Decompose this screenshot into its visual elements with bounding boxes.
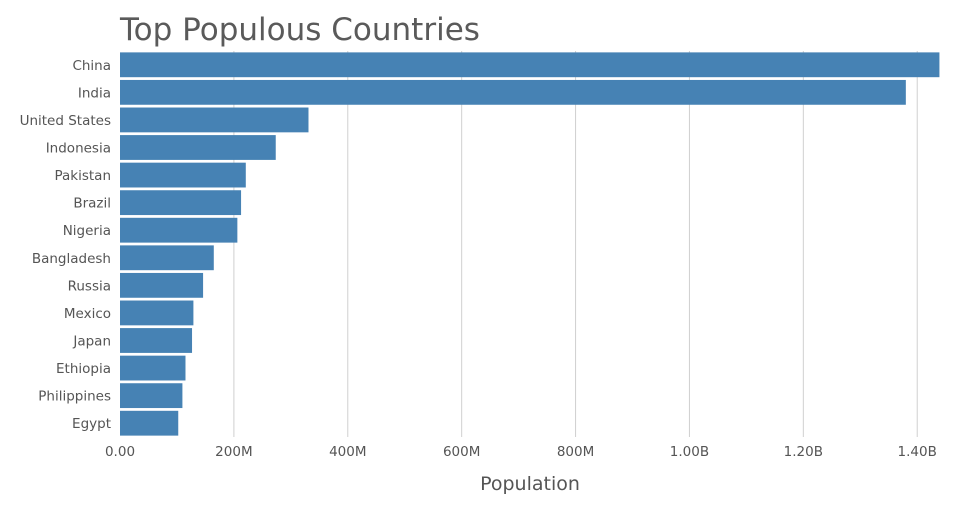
bar-philippines	[120, 383, 183, 409]
y-tick-label-egypt: Egypt	[72, 416, 111, 432]
x-axis-tick-labels: 0.00 200M 400M 600M 800M 1.00B 1.20B 1.40B	[105, 444, 937, 460]
bar-pakistan	[120, 162, 246, 188]
x-tick-label-4: 800M	[557, 444, 594, 460]
bar-russia	[120, 272, 204, 298]
x-tick-label-1: 200M	[215, 444, 252, 460]
bar-indonesia	[120, 135, 276, 160]
x-tick-label-5: 1.00B	[670, 444, 709, 460]
y-tick-label-bangladesh: Bangladesh	[32, 251, 111, 267]
y-tick-label-indonesia: Indonesia	[46, 141, 111, 157]
bar-united-states	[120, 107, 309, 133]
y-tick-label-pakistan: Pakistan	[54, 168, 111, 184]
y-tick-label-nigeria: Nigeria	[63, 223, 111, 239]
y-tick-label-brazil: Brazil	[73, 196, 111, 212]
bars	[120, 52, 940, 436]
y-tick-label-japan: Japan	[72, 334, 111, 350]
gridlines	[233, 51, 918, 437]
bar-china	[120, 52, 940, 78]
bar-nigeria	[120, 217, 238, 243]
x-tick-label-3: 600M	[443, 444, 480, 460]
x-tick-label-2: 400M	[329, 444, 366, 460]
y-tick-label-philippines: Philippines	[38, 389, 111, 405]
bar-japan	[120, 328, 193, 353]
bar-india	[120, 79, 906, 105]
y-tick-label-mexico: Mexico	[64, 306, 111, 322]
x-tick-label-7: 1.40B	[898, 444, 937, 460]
y-tick-label-russia: Russia	[68, 278, 111, 294]
y-tick-label-china: China	[72, 58, 111, 74]
y-tick-label-ethiopia: Ethiopia	[56, 361, 111, 377]
x-tick-label-6: 1.20B	[784, 444, 823, 460]
x-tick-label-0: 0.00	[105, 444, 135, 460]
y-axis-tick-labels: China India United States Indonesia Pakistan…	[20, 58, 111, 432]
x-axis-title: Population	[480, 473, 580, 495]
bar-ethiopia	[120, 355, 186, 381]
bar-egypt	[120, 410, 179, 436]
bar-brazil	[120, 190, 242, 216]
y-tick-label-india: India	[78, 85, 111, 101]
bar-bangladesh	[120, 245, 214, 271]
bar-mexico	[120, 300, 194, 326]
y-tick-label-united-states: United States	[20, 113, 111, 129]
chart-title: Top Populous Countries	[119, 12, 480, 48]
